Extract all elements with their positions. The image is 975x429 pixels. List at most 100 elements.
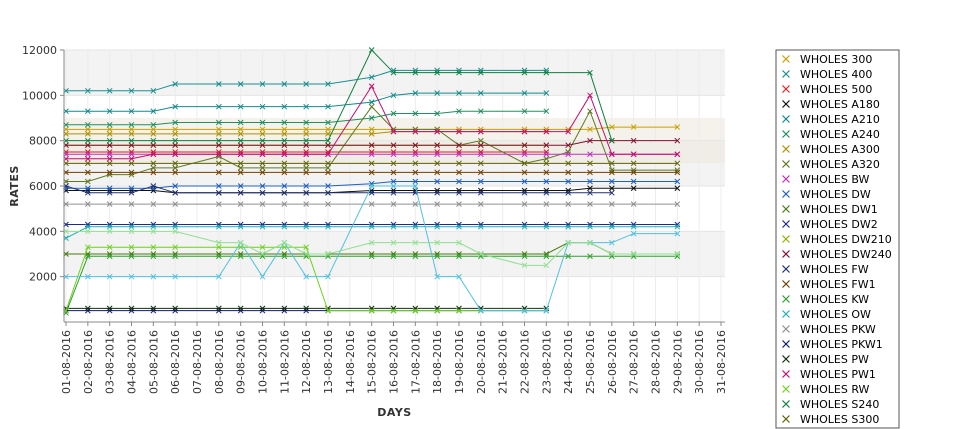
data-point xyxy=(434,189,441,196)
data-point xyxy=(368,223,375,230)
data-point xyxy=(150,126,157,133)
data-point xyxy=(587,137,593,144)
data-point xyxy=(84,253,91,260)
data-point xyxy=(150,223,157,230)
data-point xyxy=(150,87,157,94)
x-tick-label: 17-08-2016 xyxy=(409,330,422,394)
data-point xyxy=(608,251,615,257)
data-point xyxy=(521,160,528,167)
legend-label: WHOLES DW1 xyxy=(800,203,878,216)
data-point xyxy=(390,69,397,76)
data-point xyxy=(215,81,222,87)
legend-item: WHOLES A240 xyxy=(782,128,880,141)
data-point xyxy=(172,251,179,257)
data-point xyxy=(477,189,484,196)
data-point xyxy=(456,108,462,115)
data-point xyxy=(434,69,441,76)
data-point xyxy=(128,201,135,207)
data-point xyxy=(259,137,266,144)
data-point xyxy=(303,253,310,260)
data-point xyxy=(281,223,288,230)
data-point xyxy=(412,149,419,155)
data-point xyxy=(565,187,572,194)
data-point xyxy=(325,119,331,126)
data-point xyxy=(587,201,593,207)
data-point xyxy=(543,178,550,185)
data-point xyxy=(281,137,288,144)
data-point xyxy=(674,167,681,173)
data-point xyxy=(128,142,135,149)
data-point xyxy=(303,223,310,230)
data-point xyxy=(303,149,310,155)
data-point xyxy=(84,131,91,137)
data-point xyxy=(215,142,222,149)
data-point xyxy=(412,142,419,149)
data-point xyxy=(281,189,288,196)
data-point xyxy=(565,189,572,196)
data-point xyxy=(150,108,157,115)
x-tick-label: 25-08-2016 xyxy=(584,330,597,394)
series-12 xyxy=(63,221,681,228)
data-point xyxy=(434,221,441,228)
legend-item: WHOLES PKW1 xyxy=(782,338,883,351)
data-point xyxy=(259,183,266,189)
data-point xyxy=(325,251,331,257)
data-point xyxy=(84,142,91,149)
data-point xyxy=(281,103,288,110)
data-point xyxy=(412,223,419,230)
data-point xyxy=(325,223,331,230)
data-point xyxy=(150,187,157,194)
y-tick-label: 4000 xyxy=(29,225,57,238)
data-point xyxy=(84,221,91,228)
data-point xyxy=(390,151,397,158)
data-point xyxy=(434,187,441,194)
data-point xyxy=(303,165,310,171)
data-point xyxy=(674,253,681,260)
data-point xyxy=(412,178,419,185)
data-point xyxy=(259,103,266,110)
data-point xyxy=(303,119,310,126)
data-point xyxy=(456,187,462,194)
data-point xyxy=(456,305,462,312)
data-point xyxy=(456,201,462,207)
legend-item: WHOLES KW xyxy=(782,293,869,306)
data-point xyxy=(565,201,572,207)
data-point xyxy=(281,305,288,312)
data-point xyxy=(281,160,288,167)
data-point xyxy=(390,253,397,260)
data-point xyxy=(630,151,637,158)
x-tick-label: 04-08-2016 xyxy=(126,330,139,394)
legend-label: WHOLES 400 xyxy=(800,68,872,81)
x-tick-label: 30-08-2016 xyxy=(693,330,706,394)
legend-item: WHOLES A210 xyxy=(782,113,880,126)
x-tick-label: 10-08-2016 xyxy=(257,330,270,394)
data-point xyxy=(106,171,113,178)
data-point xyxy=(521,253,528,260)
data-point xyxy=(390,223,397,230)
data-point xyxy=(259,253,266,260)
series-24 xyxy=(63,47,615,144)
data-point xyxy=(215,221,222,228)
data-point xyxy=(128,244,135,251)
data-point xyxy=(390,149,397,155)
data-point xyxy=(237,307,244,314)
legend-label: WHOLES PW xyxy=(800,353,869,366)
data-point xyxy=(84,155,91,162)
data-point xyxy=(303,305,310,312)
data-point xyxy=(259,189,266,196)
data-point xyxy=(368,189,375,196)
data-point xyxy=(237,305,244,312)
x-tick-label: 12-08-2016 xyxy=(300,330,313,394)
data-point xyxy=(303,273,310,280)
data-point xyxy=(237,142,244,149)
data-point xyxy=(521,142,528,149)
data-point xyxy=(303,201,310,207)
data-point xyxy=(325,201,331,207)
data-point xyxy=(172,137,179,144)
data-point xyxy=(565,128,572,135)
legend-label: WHOLES DW210 xyxy=(800,233,892,246)
data-point xyxy=(412,69,419,76)
data-point xyxy=(84,223,91,230)
data-point xyxy=(630,223,637,230)
